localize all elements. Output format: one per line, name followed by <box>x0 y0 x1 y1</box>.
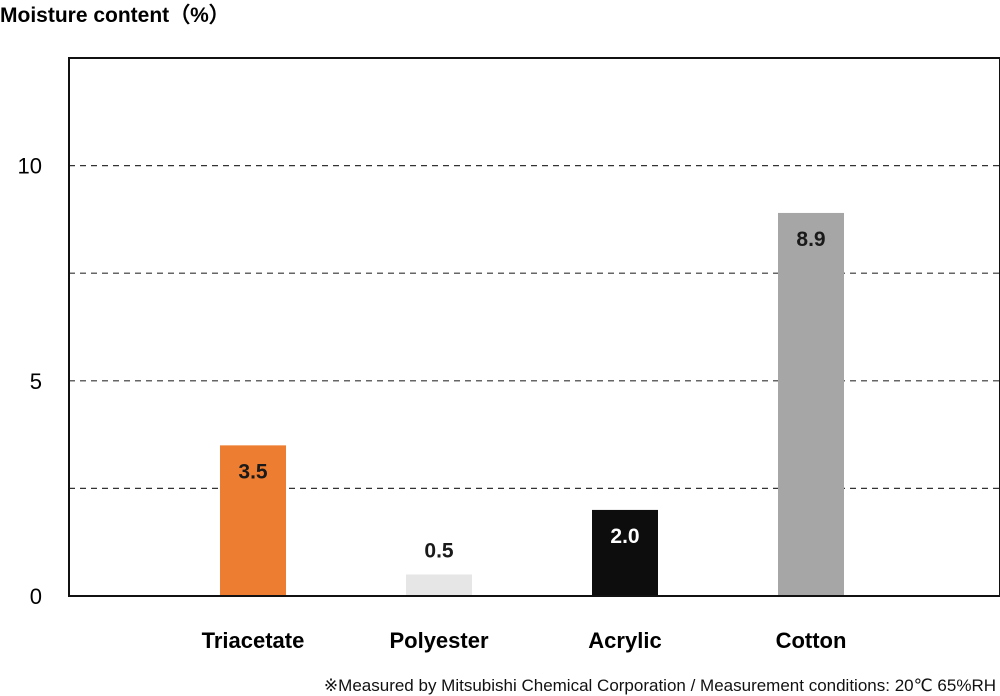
value-labels: 3.5 0.5 2.0 8.9 <box>238 228 825 563</box>
category-labels: Triacetate Polyester Acrylic Cotton <box>202 628 847 653</box>
category-label: Acrylic <box>588 628 661 653</box>
value-label: 8.9 <box>796 228 825 251</box>
category-label: Triacetate <box>202 628 305 653</box>
footnote: ※Measured by Mitsubishi Chemical Corpora… <box>323 676 996 695</box>
bar-acrylic <box>592 509 658 596</box>
bar-triacetate <box>220 445 286 596</box>
value-label: 2.0 <box>610 525 639 548</box>
bars <box>220 212 844 596</box>
bar-cotton <box>778 212 844 596</box>
y-tick-label: 10 <box>18 154 42 179</box>
category-label: Polyester <box>389 628 488 653</box>
plot-frame <box>68 57 1000 597</box>
y-tick-labels: 0 5 10 <box>18 154 42 609</box>
y-tick-label: 0 <box>30 584 42 609</box>
moisture-content-bar-chart: Moisture content（%） 0 5 10 3.5 0.5 2.0 8.9 Tr… <box>0 3 1000 653</box>
value-label: 0.5 <box>424 539 454 562</box>
value-label: 3.5 <box>238 460 268 483</box>
y-tick-label: 5 <box>30 369 42 394</box>
bar-polyester <box>406 574 472 596</box>
category-label: Cotton <box>776 628 847 653</box>
y-axis-label: Moisture content（%） <box>0 3 230 27</box>
gridlines <box>69 165 1000 489</box>
